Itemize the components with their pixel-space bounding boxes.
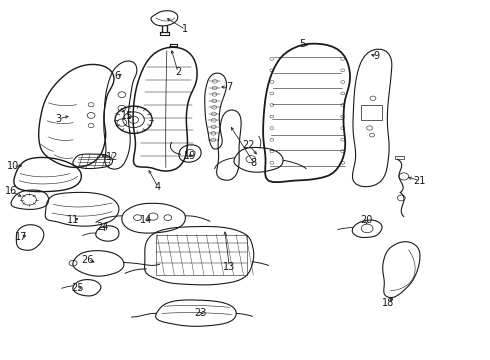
- Text: 15: 15: [121, 111, 133, 121]
- Text: 11: 11: [67, 215, 79, 225]
- Text: 8: 8: [251, 158, 257, 168]
- Text: 1: 1: [182, 24, 189, 35]
- Text: 22: 22: [243, 140, 255, 150]
- Text: 17: 17: [15, 232, 27, 242]
- Text: 26: 26: [81, 255, 94, 265]
- Text: 19: 19: [184, 150, 196, 161]
- Text: 9: 9: [374, 51, 380, 61]
- Text: 7: 7: [226, 82, 232, 93]
- Text: 23: 23: [194, 309, 206, 318]
- Text: 20: 20: [360, 215, 372, 225]
- Text: 2: 2: [175, 67, 181, 77]
- Text: 4: 4: [155, 182, 161, 192]
- Text: 24: 24: [96, 222, 108, 232]
- Text: 18: 18: [382, 298, 394, 308]
- Text: 16: 16: [5, 186, 18, 197]
- Text: 10: 10: [7, 161, 19, 171]
- Text: 21: 21: [414, 176, 426, 186]
- Text: 5: 5: [299, 40, 306, 49]
- Text: 14: 14: [140, 215, 152, 225]
- Text: 3: 3: [55, 114, 61, 124]
- Text: 13: 13: [223, 262, 236, 272]
- Text: 6: 6: [114, 71, 120, 81]
- Text: 25: 25: [72, 283, 84, 293]
- Text: 12: 12: [106, 152, 118, 162]
